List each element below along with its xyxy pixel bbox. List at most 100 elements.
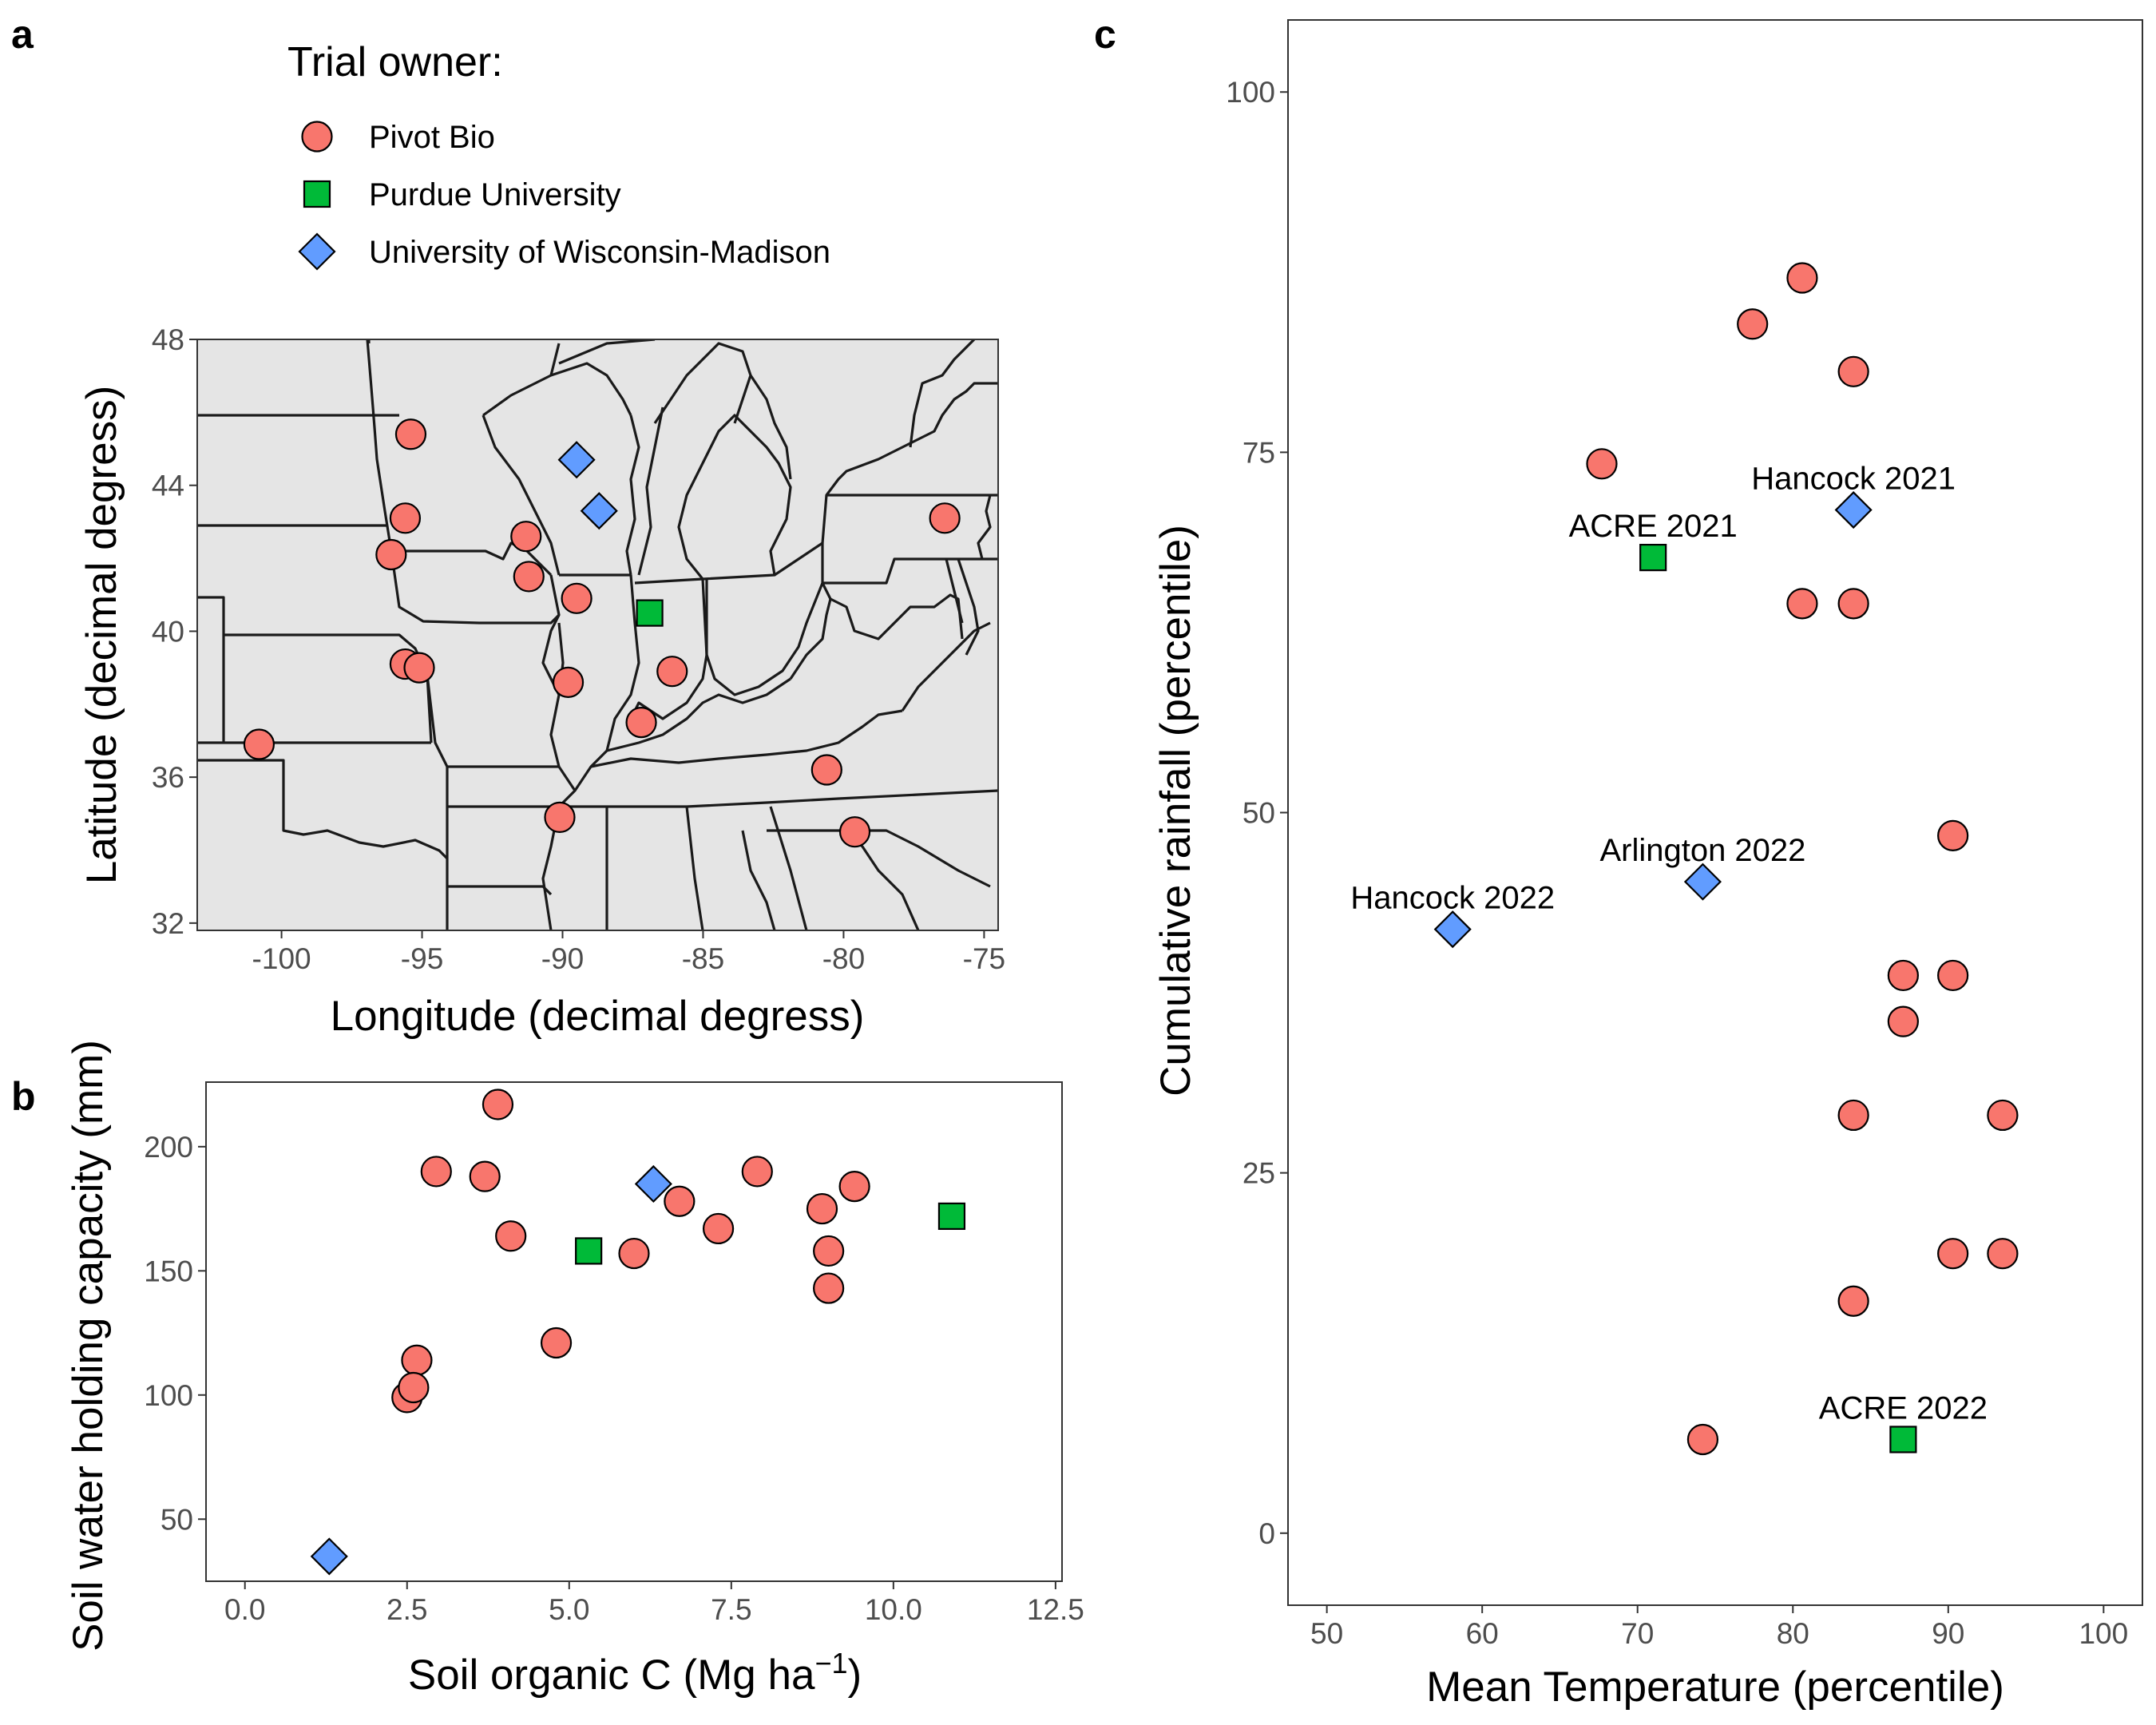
- y-tick-label: 40: [152, 615, 184, 648]
- point-pivot-bio: [810, 754, 842, 786]
- point-pivot-bio: [702, 1212, 735, 1245]
- annotation-hancock-2021: Hancock 2021: [1751, 462, 1956, 497]
- annotation-arlington-2022: Arlington 2022: [1599, 833, 1805, 868]
- point-university-of-wisconsin-madison: [1834, 490, 1873, 529]
- point-university-of-wisconsin-madison: [557, 441, 596, 479]
- point-pivot-bio: [1887, 959, 1919, 992]
- panel-c-border: [1287, 19, 2143, 1606]
- y-tick-label: 50: [161, 1503, 193, 1536]
- point-pivot-bio: [1837, 1099, 1869, 1132]
- point-pivot-bio: [1837, 1285, 1869, 1317]
- x-tick-label: 10.0: [865, 1593, 922, 1626]
- legend-key-purdue-university: [303, 180, 331, 208]
- panel-label-b: b: [11, 1074, 36, 1119]
- legend: Trial owner: Pivot Bio Purdue University…: [287, 39, 830, 271]
- y-tick-label: 48: [152, 323, 184, 356]
- y-tick-label: 50: [1242, 797, 1275, 830]
- point-pivot-bio: [1937, 1238, 1969, 1270]
- x-tick-label: 50: [1310, 1617, 1343, 1650]
- point-pivot-bio: [401, 1344, 433, 1376]
- panel-a-xlabel: Longitude (decimal degress): [331, 993, 865, 1040]
- point-purdue-university: [636, 599, 664, 627]
- panel-b-xlabel: Soil organic C (Mg ha−1): [408, 1647, 862, 1699]
- point-pivot-bio: [625, 707, 657, 739]
- point-pivot-bio: [1737, 308, 1769, 340]
- x-tick-label: 80: [1777, 1617, 1809, 1650]
- point-pivot-bio: [510, 521, 542, 553]
- x-tick-label: 2.5: [386, 1593, 427, 1626]
- panel-b-border: [205, 1081, 1063, 1582]
- point-pivot-bio: [1937, 959, 1969, 992]
- point-pivot-bio: [544, 801, 576, 833]
- annotation-acre-2021: ACRE 2021: [1569, 509, 1738, 544]
- point-pivot-bio: [664, 1185, 696, 1217]
- x-tick-label: -90: [541, 942, 584, 975]
- panel-b-xlabel-sup: −1: [814, 1647, 847, 1679]
- y-tick-label: 0: [1258, 1517, 1275, 1550]
- point-university-of-wisconsin-madison: [580, 492, 618, 530]
- point-university-of-wisconsin-madison: [310, 1537, 348, 1576]
- panel-b-xlabel-main: Soil organic C (Mg ha: [408, 1652, 815, 1699]
- panel-label-c: c: [1094, 12, 1116, 57]
- x-tick-label: 60: [1466, 1617, 1499, 1650]
- point-pivot-bio: [398, 1371, 430, 1404]
- x-tick-label: -85: [682, 942, 724, 975]
- point-pivot-bio: [375, 538, 407, 571]
- point-pivot-bio: [1987, 1238, 2019, 1270]
- x-tick-label: -95: [401, 942, 443, 975]
- point-pivot-bio: [929, 502, 961, 534]
- point-pivot-bio: [420, 1156, 452, 1188]
- point-pivot-bio: [1987, 1099, 2019, 1132]
- point-pivot-bio: [806, 1192, 838, 1225]
- point-pivot-bio: [1786, 262, 1818, 294]
- panel-a-points: [243, 418, 961, 848]
- point-pivot-bio: [1837, 588, 1869, 620]
- point-purdue-university: [575, 1237, 603, 1265]
- legend-label-uw-madison: University of Wisconsin-Madison: [369, 235, 830, 270]
- y-tick-label: 36: [152, 761, 184, 794]
- state-boundaries: [197, 339, 998, 930]
- y-tick-label: 44: [152, 470, 184, 502]
- point-purdue-university: [937, 1202, 966, 1231]
- panel-a: -100 -95 -90 -85 -80 -75 32 36 40 44 48 Longitude …: [78, 323, 1005, 1040]
- point-pivot-bio: [813, 1272, 845, 1304]
- point-pivot-bio: [403, 652, 435, 684]
- legend-keys: [298, 121, 336, 271]
- point-pivot-bio: [495, 1220, 527, 1252]
- point-pivot-bio: [513, 561, 545, 593]
- point-university-of-wisconsin-madison: [634, 1164, 672, 1204]
- panel-a-border: [196, 339, 999, 931]
- y-tick-label: 32: [152, 907, 184, 940]
- x-tick-label: 0.0: [224, 1593, 265, 1626]
- y-tick-label: 100: [144, 1379, 193, 1412]
- point-pivot-bio: [813, 1235, 845, 1267]
- panel-b-points: [310, 1089, 966, 1576]
- point-pivot-bio: [656, 656, 688, 688]
- x-tick-label: 90: [1932, 1617, 1964, 1650]
- x-tick-label: 5.0: [549, 1593, 589, 1626]
- point-pivot-bio: [1887, 1005, 1919, 1037]
- point-pivot-bio: [1786, 588, 1818, 620]
- point-pivot-bio: [243, 728, 275, 760]
- panel-label-a: a: [11, 12, 34, 57]
- panel-b-ylabel: Soil water holding capacity (mm): [65, 1040, 112, 1652]
- panel-b: 0.0 2.5 5.0 7.5 10.0 12.5 50 100 150 200 Soil org…: [65, 1040, 1084, 1699]
- legend-label-pivot-bio: Pivot Bio: [369, 120, 495, 155]
- panel-c-points: [1433, 262, 2019, 1456]
- point-pivot-bio: [394, 418, 427, 450]
- x-tick-label: 7.5: [711, 1593, 751, 1626]
- panel-a-axes: -100 -95 -90 -85 -80 -75 32 36 40 44 48: [152, 323, 1005, 975]
- x-tick-label: 12.5: [1027, 1593, 1084, 1626]
- legend-key-university-of-wisconsin-madison: [298, 232, 336, 271]
- y-tick-label: 25: [1242, 1157, 1275, 1190]
- point-pivot-bio: [1586, 448, 1618, 480]
- y-tick-label: 200: [144, 1131, 193, 1164]
- point-pivot-bio: [552, 666, 585, 698]
- y-tick-label: 100: [1226, 76, 1275, 109]
- panel-c-annotations: Hancock 2021 ACRE 2021 Arlington 2022 Hanco…: [1350, 462, 1988, 1426]
- panel-c-ylabel: Cumulative rainfall (percentile): [1152, 525, 1199, 1096]
- x-tick-label: -75: [963, 942, 1005, 975]
- point-pivot-bio: [1937, 819, 1969, 851]
- x-tick-label: -80: [822, 942, 865, 975]
